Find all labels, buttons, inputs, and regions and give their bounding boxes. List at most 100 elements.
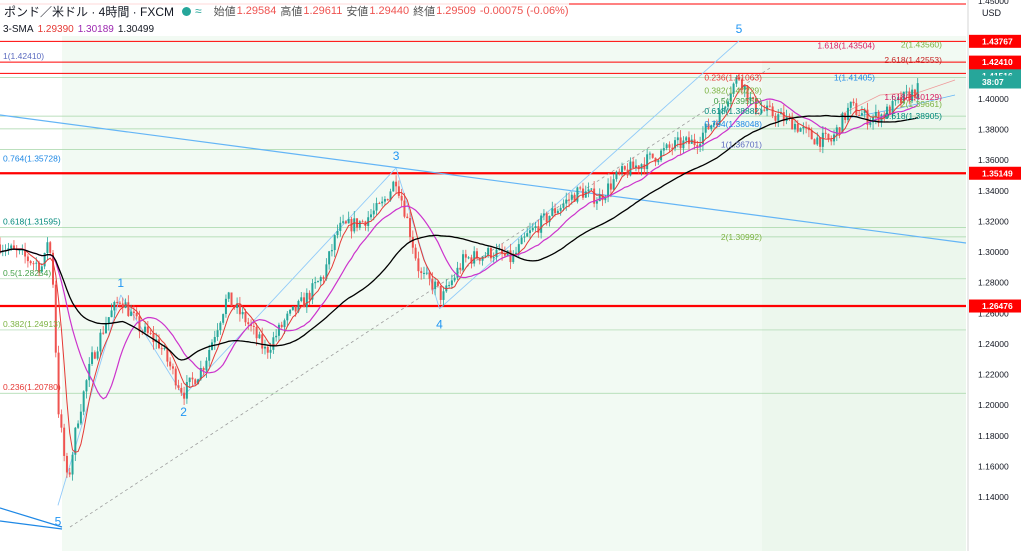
chart-background	[62, 36, 966, 551]
candle-body	[899, 97, 902, 103]
candle-body	[819, 137, 822, 147]
candle-body	[855, 103, 858, 116]
candle-body	[763, 109, 766, 111]
candle-body	[520, 237, 523, 245]
candle-body	[205, 360, 208, 371]
wave-labels: 5 1 2 3 4 5	[55, 22, 743, 529]
candle-body	[436, 281, 439, 286]
candle-body	[191, 377, 194, 380]
candle-body	[46, 242, 49, 254]
candle-body	[701, 132, 704, 145]
candle-body	[888, 106, 891, 115]
candle-body	[780, 112, 783, 115]
candle-body	[60, 414, 63, 428]
candle-body	[26, 256, 29, 262]
candle-body	[269, 349, 272, 353]
candle-body	[877, 111, 880, 123]
candle-body	[846, 107, 849, 120]
candle-body	[913, 89, 916, 98]
candle-body	[222, 314, 225, 323]
price-tag-label: 1.26476	[982, 301, 1013, 311]
candle-body	[138, 316, 141, 332]
fib-left-label: 1(1.42410)	[3, 51, 44, 61]
fib-mid-label: 0.618(1.38882)	[704, 106, 762, 116]
candle-body	[679, 137, 682, 149]
candle-body	[475, 251, 478, 259]
candle-body	[411, 237, 414, 248]
candle-body	[503, 253, 506, 256]
candle-body	[392, 181, 395, 192]
fib-mid-label: 0.5(1.39555)	[714, 96, 762, 106]
sma-line-1	[0, 98, 919, 400]
candle-body	[615, 171, 618, 180]
axis-tick-label: 1.32000	[978, 216, 1009, 226]
candle-body	[425, 272, 428, 274]
candle-body	[339, 222, 342, 231]
candle-body	[858, 115, 861, 117]
candle-body	[568, 199, 571, 201]
candle-body	[378, 203, 381, 205]
candle-body	[261, 334, 264, 349]
candle-body	[188, 377, 191, 383]
candle-body	[598, 194, 601, 202]
candle-body	[149, 332, 152, 334]
candle-body	[749, 97, 752, 101]
fib-labels: 1(1.42410) 0.764(1.35728) 0.618(1.31595) 0.…	[3, 40, 942, 393]
indicator-legend[interactable]: 3-SMA 1.29390 1.30189 1.30499	[3, 24, 154, 35]
candle-body	[830, 139, 833, 142]
candle-body	[311, 283, 314, 300]
candle-body	[724, 106, 727, 109]
candle-body	[68, 472, 71, 475]
trend-line	[0, 520, 63, 530]
candle-body	[93, 352, 96, 359]
candle-body	[43, 253, 46, 267]
sma-mid-value: 1.30189	[77, 24, 114, 35]
candle-body	[21, 249, 24, 251]
candle-body	[478, 258, 481, 261]
candle-body	[657, 160, 660, 163]
candle-body	[74, 427, 77, 455]
candle-body	[344, 221, 347, 224]
wave-label: 1	[117, 276, 124, 290]
candle-body	[484, 255, 487, 257]
candle-body	[10, 245, 13, 249]
candle-body	[7, 248, 10, 250]
candle-body	[213, 337, 216, 343]
candle-body	[99, 332, 102, 352]
price-tag-label: 1.35149	[982, 168, 1013, 178]
candle-body	[316, 281, 319, 283]
candle-body	[197, 379, 200, 385]
candle-body	[194, 379, 197, 385]
wave-label: 5	[736, 22, 743, 36]
axis-tick-label: 1.34000	[978, 186, 1009, 196]
candle-body	[336, 230, 339, 236]
candle-body	[104, 323, 107, 334]
candle-body	[406, 216, 409, 219]
candle-body	[12, 245, 15, 249]
dashed-projection	[69, 67, 771, 528]
candle-body	[403, 200, 406, 217]
candle-body	[51, 252, 54, 285]
candle-body	[534, 226, 537, 229]
currency-label[interactable]: USD	[982, 8, 1002, 18]
candle-body	[891, 101, 894, 115]
candle-body	[609, 183, 612, 190]
candle-body	[774, 116, 777, 121]
candle-body	[562, 203, 565, 208]
candle-body	[459, 267, 462, 270]
candle-body	[160, 348, 163, 350]
candle-body	[464, 254, 467, 258]
candle-body	[573, 194, 576, 202]
candle-body	[604, 197, 607, 201]
fib-mid-label: 0.382(1.40229)	[704, 85, 762, 95]
candle-body	[886, 106, 889, 118]
candle-body	[252, 325, 255, 327]
symbol-title[interactable]: ポンド／米ドル · 4時間 · FXCM	[4, 4, 174, 19]
candle-body	[629, 161, 632, 176]
price-axis[interactable]: 1.40000 1.38000 1.36000 1.34000 1.32000 1.300…	[967, 0, 1024, 551]
low-label: 安値	[346, 6, 369, 18]
candle-body	[305, 292, 308, 308]
candle-body	[236, 303, 239, 308]
candle-body	[682, 140, 685, 149]
